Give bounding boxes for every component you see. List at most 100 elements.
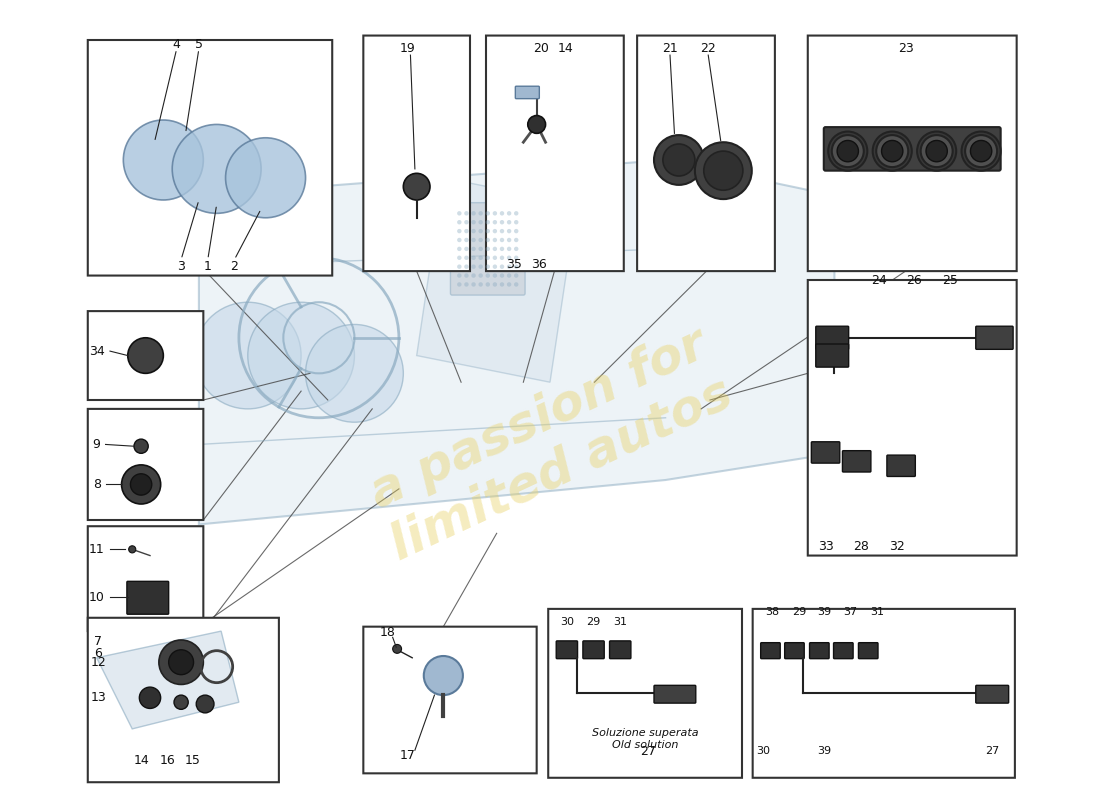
- FancyBboxPatch shape: [824, 127, 1001, 170]
- Circle shape: [514, 255, 518, 260]
- Circle shape: [493, 211, 497, 215]
- FancyBboxPatch shape: [88, 526, 204, 631]
- Circle shape: [507, 238, 512, 242]
- Text: 7: 7: [95, 635, 102, 648]
- Circle shape: [926, 141, 947, 162]
- Circle shape: [464, 238, 469, 242]
- Circle shape: [485, 246, 490, 251]
- Circle shape: [695, 142, 751, 199]
- Circle shape: [196, 695, 214, 713]
- Circle shape: [471, 255, 476, 260]
- Text: 31: 31: [870, 606, 884, 617]
- Text: 23: 23: [898, 42, 913, 55]
- Circle shape: [499, 246, 504, 251]
- Circle shape: [514, 220, 518, 225]
- Polygon shape: [199, 160, 835, 525]
- Text: 30: 30: [757, 746, 770, 756]
- Circle shape: [514, 274, 518, 278]
- Circle shape: [464, 282, 469, 286]
- Circle shape: [458, 255, 462, 260]
- FancyBboxPatch shape: [858, 642, 878, 658]
- Circle shape: [478, 255, 483, 260]
- FancyBboxPatch shape: [363, 626, 537, 774]
- Text: 14: 14: [558, 42, 574, 55]
- Text: 16: 16: [160, 754, 176, 766]
- FancyBboxPatch shape: [637, 35, 774, 271]
- Circle shape: [464, 255, 469, 260]
- Circle shape: [123, 120, 204, 200]
- FancyBboxPatch shape: [363, 35, 470, 271]
- Text: 25: 25: [942, 274, 958, 286]
- Circle shape: [458, 220, 462, 225]
- Text: 11: 11: [89, 543, 104, 556]
- Circle shape: [140, 687, 161, 709]
- Text: 34: 34: [89, 345, 104, 358]
- FancyBboxPatch shape: [843, 450, 871, 472]
- Text: 17: 17: [399, 749, 416, 762]
- Text: 31: 31: [613, 618, 627, 627]
- Text: 29: 29: [586, 618, 601, 627]
- Circle shape: [499, 282, 504, 286]
- Circle shape: [493, 229, 497, 234]
- FancyBboxPatch shape: [784, 642, 804, 658]
- Text: 19: 19: [400, 42, 416, 55]
- Circle shape: [961, 131, 1001, 170]
- FancyBboxPatch shape: [807, 35, 1016, 271]
- Circle shape: [464, 211, 469, 215]
- Circle shape: [424, 656, 463, 695]
- Circle shape: [478, 229, 483, 234]
- Circle shape: [507, 211, 512, 215]
- Text: 13: 13: [90, 691, 107, 704]
- FancyBboxPatch shape: [583, 641, 604, 658]
- Text: 21: 21: [662, 42, 678, 55]
- FancyBboxPatch shape: [450, 202, 525, 295]
- Text: 28: 28: [854, 540, 869, 553]
- Text: 35: 35: [506, 258, 522, 270]
- Text: 22: 22: [701, 42, 716, 55]
- Circle shape: [458, 246, 462, 251]
- FancyBboxPatch shape: [834, 642, 854, 658]
- Circle shape: [464, 220, 469, 225]
- Circle shape: [129, 546, 135, 553]
- Text: 27: 27: [984, 746, 999, 756]
- Circle shape: [122, 465, 161, 504]
- Text: 18: 18: [379, 626, 395, 639]
- Circle shape: [173, 125, 261, 214]
- Circle shape: [485, 229, 490, 234]
- Circle shape: [393, 645, 402, 654]
- Text: Old solution: Old solution: [612, 740, 679, 750]
- Circle shape: [493, 265, 497, 269]
- Circle shape: [464, 246, 469, 251]
- Text: a passion for
limited autos: a passion for limited autos: [360, 319, 740, 570]
- Circle shape: [458, 211, 462, 215]
- FancyBboxPatch shape: [976, 686, 1009, 703]
- Circle shape: [168, 650, 194, 674]
- Circle shape: [458, 229, 462, 234]
- Text: 38: 38: [766, 606, 779, 617]
- FancyBboxPatch shape: [976, 326, 1013, 350]
- Text: 9: 9: [92, 438, 100, 451]
- Circle shape: [970, 141, 992, 162]
- Text: 26: 26: [906, 274, 922, 286]
- Text: 20: 20: [534, 42, 549, 55]
- Circle shape: [478, 246, 483, 251]
- Circle shape: [478, 211, 483, 215]
- Text: 39: 39: [816, 746, 831, 756]
- Circle shape: [478, 220, 483, 225]
- Circle shape: [458, 265, 462, 269]
- Circle shape: [507, 265, 512, 269]
- Circle shape: [226, 138, 306, 218]
- Circle shape: [514, 229, 518, 234]
- Circle shape: [471, 282, 476, 286]
- Circle shape: [872, 131, 912, 170]
- Text: 15: 15: [185, 754, 200, 766]
- Circle shape: [921, 135, 953, 167]
- Circle shape: [507, 274, 512, 278]
- Circle shape: [471, 246, 476, 251]
- Text: 39: 39: [816, 606, 831, 617]
- Circle shape: [507, 246, 512, 251]
- FancyBboxPatch shape: [810, 642, 829, 658]
- Text: Soluzione superata: Soluzione superata: [592, 728, 698, 738]
- FancyBboxPatch shape: [557, 641, 578, 658]
- FancyBboxPatch shape: [88, 618, 279, 782]
